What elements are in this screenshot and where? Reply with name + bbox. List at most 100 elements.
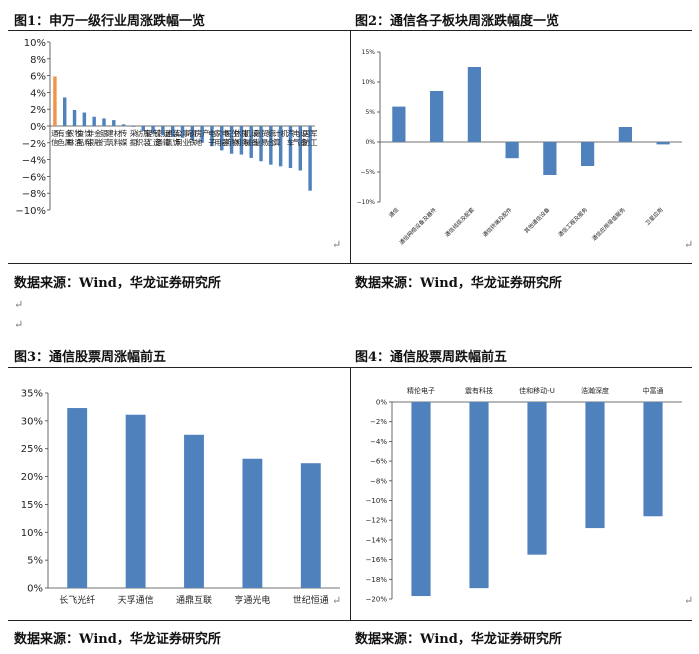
y-tick-label: 15% [21, 500, 43, 511]
bar [131, 126, 136, 127]
x-tick-label: 通信网络设备及器件 [397, 205, 438, 246]
svg-text:渔: 渔 [75, 137, 83, 147]
svg-text:装: 装 [173, 128, 181, 138]
chart-industry-weekly-change: 10%8%6%4%2%0%−2%−4%−6%−8%−10%通信有色金属农林牧渔食… [15, 38, 319, 217]
svg-text:电: 电 [222, 128, 230, 138]
bar [151, 126, 155, 134]
y-tick-label: −8% [370, 477, 387, 485]
y-tick-label: −2% [22, 139, 46, 150]
y-tick-label: 6% [30, 72, 46, 83]
bar [298, 126, 302, 171]
svg-text:筑: 筑 [106, 137, 114, 147]
svg-text:地: 地 [195, 137, 203, 147]
figure2-source: 数据来源：Wind，华龙证券研究所 [355, 276, 562, 291]
svg-text:有: 有 [57, 128, 65, 138]
svg-text:气: 气 [293, 137, 301, 147]
bar [249, 126, 253, 158]
bar [200, 126, 204, 143]
x-tick-label: 长飞光纤 [59, 594, 95, 606]
x-tick-label: 震有科技 [465, 386, 493, 395]
bar [102, 118, 106, 126]
x-tick-label: 综合 [267, 128, 275, 147]
x-tick-label: 佳和移动-U [519, 386, 555, 395]
svg-text:子: 子 [208, 138, 216, 147]
svg-text:电: 电 [208, 128, 216, 138]
x-tick-label: 通信工程及服务 [556, 205, 589, 238]
svg-text:牧: 牧 [75, 128, 83, 138]
bar [411, 402, 431, 597]
column-divider-row2 [350, 367, 351, 620]
bar [239, 126, 244, 155]
y-tick-label: −6% [370, 458, 387, 466]
x-tick-label: 通信 [51, 128, 59, 147]
svg-text:房: 房 [195, 128, 203, 138]
bar [308, 126, 312, 191]
svg-text:生: 生 [232, 128, 240, 138]
svg-text:银: 银 [87, 138, 95, 147]
svg-text:通: 通 [51, 128, 59, 138]
svg-text:制: 制 [153, 128, 161, 138]
x-tick-label: 中富通 [643, 386, 664, 395]
bar [288, 126, 293, 168]
chart-top5-gainers: 35% 30% 25% 20% 15% 10% 5% 0% 长飞光纤 天孚通信 通鼎互联 亨通光电 世纪… [21, 389, 340, 606]
bar [125, 414, 146, 588]
svg-text:电: 电 [293, 128, 301, 138]
y-tick-label: 10% [24, 38, 46, 49]
paragraph-mark: ↵ [684, 238, 694, 251]
svg-text:输: 输 [163, 137, 171, 147]
x-tick-label: 世纪恒通 [293, 594, 329, 606]
svg-text:器: 器 [222, 138, 230, 147]
y-tick-label: 4% [30, 88, 46, 99]
svg-text:建: 建 [106, 128, 114, 138]
svg-text:织: 织 [136, 137, 144, 147]
svg-text:闲: 闲 [234, 138, 242, 147]
y-tick-label: 0% [27, 584, 43, 595]
x-tick-label: 天孚通信 [118, 594, 154, 606]
svg-text:工: 工 [310, 138, 318, 147]
x-tick-label: 通信 [387, 205, 401, 219]
svg-text:防: 防 [303, 137, 311, 147]
paragraph-mark: ↵ [332, 594, 342, 607]
paragraph-mark: ↵ [684, 594, 694, 607]
y-tick-label: −10% [357, 199, 376, 206]
svg-text:钢: 钢 [189, 128, 197, 138]
x-tick-label: 精伦电子 [407, 386, 435, 395]
svg-text:业: 业 [254, 137, 262, 147]
x-tick-label: 卫星应用 [643, 206, 664, 227]
svg-text:服: 服 [241, 129, 249, 138]
svg-text:品: 品 [77, 138, 85, 147]
x-tick-label: 其他通信设备 [522, 205, 551, 234]
y-tick-label: 10% [21, 528, 43, 539]
bar [63, 97, 67, 126]
bar [141, 126, 145, 132]
svg-text:造: 造 [153, 137, 161, 147]
svg-text:金: 金 [65, 128, 73, 138]
figure1-title: 图1：申万一级行业周涨跌幅一览 [14, 14, 206, 29]
svg-text:公: 公 [175, 129, 183, 138]
bar [643, 402, 663, 517]
svg-text:建: 建 [165, 128, 173, 138]
svg-text:农: 农 [67, 128, 75, 138]
y-tick-label: −14% [366, 536, 388, 544]
y-tick-label: 5% [27, 556, 43, 567]
x-tick-label: 浩瀚深度 [581, 386, 609, 395]
svg-text:备: 备 [251, 137, 259, 147]
paragraph-mark: ↵ [14, 318, 24, 331]
bar [543, 142, 557, 175]
bottom-rule-row2 [8, 620, 692, 621]
bar [300, 463, 321, 588]
bar [72, 110, 77, 126]
bar [585, 402, 605, 529]
svg-text:林: 林 [67, 137, 75, 147]
svg-text:融: 融 [94, 137, 102, 147]
svg-text:车: 车 [287, 137, 295, 147]
bar [92, 116, 96, 126]
